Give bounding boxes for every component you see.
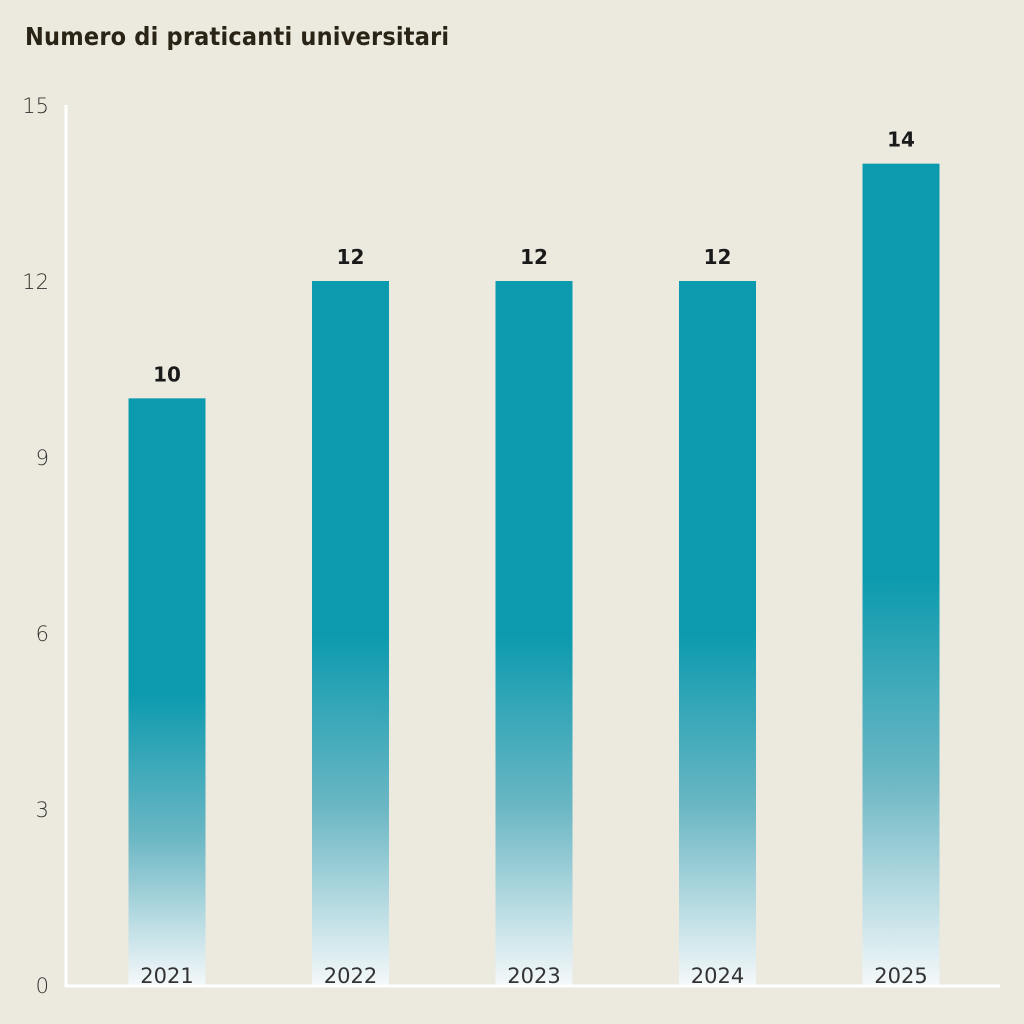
data-label-2021: 10: [153, 362, 181, 386]
labels-layer: 10 2021 12 2022 12 2023 12 2024 14 2025: [140, 128, 927, 988]
data-label-2023: 12: [520, 245, 548, 269]
y-tick-label: 6: [36, 622, 49, 646]
bar-2022: [312, 281, 389, 985]
bar-2021: [128, 398, 206, 985]
x-tick-label: 2023: [507, 964, 560, 988]
data-label-2024: 12: [704, 245, 732, 269]
y-tick-label: 15: [22, 94, 49, 118]
bars-layer: [128, 163, 940, 985]
x-tick-label: 2024: [691, 964, 744, 988]
data-label-2025: 14: [887, 128, 915, 152]
bar-2025: [862, 163, 940, 985]
x-tick-label: 2022: [324, 964, 377, 988]
axes-layer: 0 3 6 9 12 15: [22, 94, 1000, 998]
y-tick-label: 3: [36, 798, 49, 822]
x-tick-label: 2025: [874, 964, 927, 988]
y-tick-label: 9: [36, 446, 49, 470]
y-tick-label: 12: [22, 270, 49, 294]
chart-title: Numero di praticanti universitari: [25, 22, 450, 51]
x-tick-label: 2021: [140, 964, 193, 988]
bar-2023: [495, 281, 573, 985]
y-tick-label: 0: [36, 974, 49, 998]
data-label-2022: 12: [337, 245, 365, 269]
bar-2024: [679, 281, 756, 985]
